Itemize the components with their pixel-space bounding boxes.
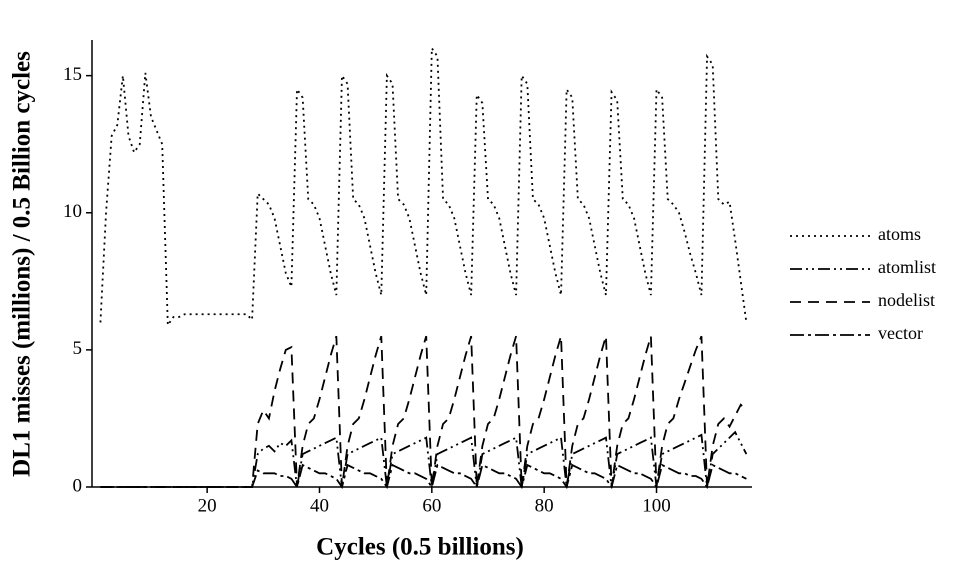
y-tick-label: 10: [63, 201, 82, 222]
y-tick-label: 0: [73, 475, 83, 496]
legend-label: vector: [878, 323, 923, 343]
series-line: [100, 335, 748, 488]
legend-label: atoms: [878, 224, 921, 244]
y-tick-label: 15: [63, 64, 82, 85]
y-axis-title: DL1 misses (millions) / 0.5 Billion cycl…: [9, 51, 36, 477]
x-tick-label: 20: [198, 495, 217, 516]
series-line: [99, 45, 748, 328]
y-tick-label: 5: [73, 338, 83, 359]
x-tick-label: 40: [310, 495, 329, 516]
x-axis-title: Cycles (0.5 billions): [316, 534, 524, 561]
legend-label: atomlist: [878, 257, 936, 277]
series-line: [100, 463, 747, 490]
x-tick-label: 80: [535, 495, 554, 516]
x-tick-label: 60: [422, 495, 441, 516]
x-tick-label: 100: [642, 495, 671, 516]
legend-label: nodelist: [878, 290, 935, 310]
